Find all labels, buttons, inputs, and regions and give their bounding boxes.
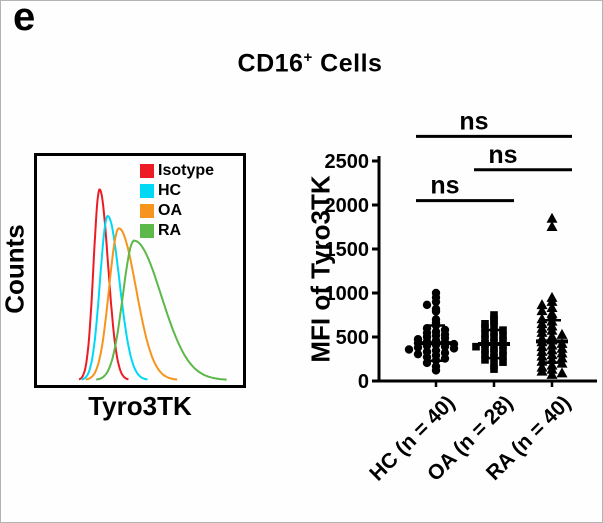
significance-bar: ns bbox=[474, 141, 572, 172]
legend-label: OA bbox=[158, 202, 182, 219]
significance-label: ns bbox=[459, 107, 488, 135]
title-main: CD16 bbox=[237, 49, 304, 78]
legend-item-isotype: Isotype bbox=[140, 162, 214, 180]
histogram-legend: Isotype HC OA RA bbox=[140, 162, 214, 240]
legend-swatch-icon bbox=[140, 204, 154, 218]
legend-label: HC bbox=[158, 182, 182, 199]
legend-swatch-icon bbox=[140, 164, 154, 178]
legend-label: RA bbox=[158, 222, 182, 239]
legend-item-hc: HC bbox=[140, 182, 214, 200]
curve-ra bbox=[96, 239, 227, 381]
histogram-x-axis-label: Tyro3TK bbox=[88, 391, 192, 421]
title-superscript: + bbox=[303, 49, 313, 66]
histogram-curves bbox=[78, 188, 227, 381]
significance-label: ns bbox=[430, 172, 459, 200]
scatter-axes: 0 500 1000 1500 2000 2500 bbox=[325, 151, 597, 393]
y-tick-label: 1500 bbox=[325, 239, 370, 261]
y-tick-label: 1000 bbox=[325, 283, 370, 305]
legend-item-ra: RA bbox=[140, 222, 214, 240]
legend-item-oa: OA bbox=[140, 202, 214, 220]
histogram-plot bbox=[34, 153, 246, 388]
legend-label: Isotype bbox=[158, 162, 215, 179]
legend-swatch-icon bbox=[140, 224, 154, 238]
curve-oa bbox=[85, 227, 178, 381]
histogram-y-axis-label: Counts bbox=[0, 224, 30, 314]
panel-label: e bbox=[13, 0, 36, 39]
y-tick-label: 0 bbox=[358, 371, 369, 393]
significance-bar: ns bbox=[416, 107, 572, 138]
scatter-group-ra bbox=[536, 212, 568, 379]
title-rest: Cells bbox=[312, 49, 383, 78]
y-tick-label: 2000 bbox=[325, 195, 370, 217]
mean-sd-errorbar bbox=[478, 328, 510, 360]
mean-sd-errorbar bbox=[420, 324, 452, 363]
significance-bar: ns bbox=[416, 172, 514, 203]
mean-sd-errorbar bbox=[536, 319, 568, 364]
y-tick-label: 500 bbox=[336, 327, 369, 349]
significance-label: ns bbox=[488, 141, 517, 169]
histogram-frame bbox=[34, 153, 246, 388]
curve-isotype bbox=[78, 188, 129, 381]
y-tick-label: 2500 bbox=[325, 151, 370, 173]
chart-title: CD16+ Cells bbox=[174, 49, 446, 78]
legend-swatch-icon bbox=[140, 184, 154, 198]
